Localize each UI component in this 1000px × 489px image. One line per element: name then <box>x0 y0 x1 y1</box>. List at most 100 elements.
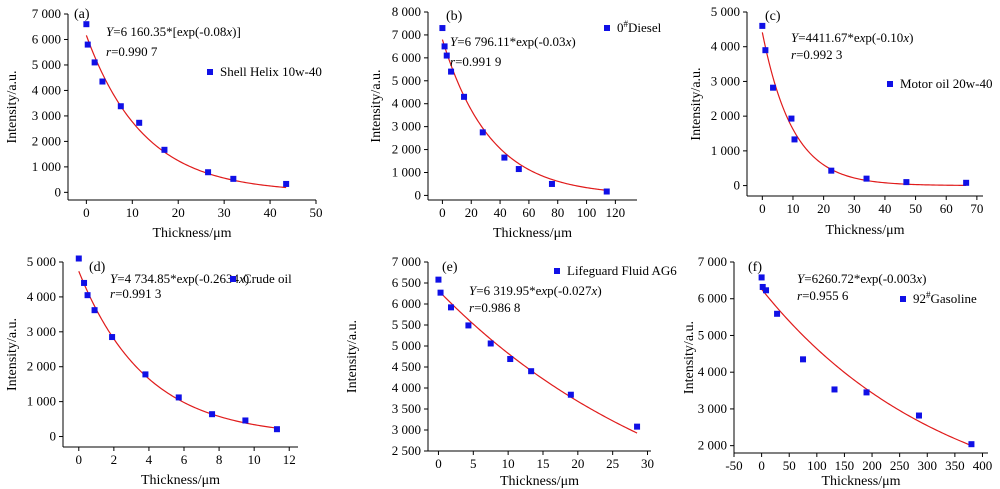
y-tick-label: 1 000 <box>711 143 740 158</box>
y-tick-label: 5 000 <box>27 254 56 269</box>
y-tick-label: 3 000 <box>27 324 56 339</box>
data-point <box>774 310 781 317</box>
x-tick-label: 4 <box>146 452 153 467</box>
data-point <box>634 423 641 430</box>
legend-marker <box>900 296 906 302</box>
x-tick-label: 400 <box>973 458 993 473</box>
y-tick-label: 3 000 <box>711 73 740 88</box>
data-point <box>515 166 522 173</box>
x-tick-label: 0 <box>439 205 446 220</box>
y-tick-label: 0 <box>55 184 62 199</box>
y-tick-label: 6 000 <box>32 31 61 46</box>
data-point <box>763 287 770 294</box>
y-tick-label: 7 000 <box>698 254 727 269</box>
data-point <box>828 167 835 174</box>
y-tick-label: 0 <box>734 178 741 193</box>
fit-equation: Y=6 796.11*exp(-0.03x) <box>450 34 576 49</box>
legend-marker <box>604 25 610 31</box>
data-point <box>762 47 769 54</box>
panel-label: (f) <box>748 260 762 275</box>
correlation-coefficient: r=0.991 3 <box>110 286 161 301</box>
data-point <box>791 136 798 143</box>
y-tick-label: 2 500 <box>392 443 421 458</box>
y-tick-label: 4 000 <box>392 380 421 395</box>
data-point <box>479 129 486 136</box>
y-tick-label: 1 000 <box>32 159 61 174</box>
data-point <box>863 175 870 182</box>
y-axis-title: Intensity/a.u. <box>689 67 704 140</box>
x-tick-label: 8 <box>216 452 223 467</box>
data-point <box>759 22 766 29</box>
data-point <box>435 276 442 283</box>
y-tick-label: 6 500 <box>392 275 421 290</box>
legend-label: Crude oil <box>243 271 292 286</box>
chart-panel-a: 0 10 20 30 40 50 0 1 000 2 000 3 000 4 000 5 000 6 0… <box>5 6 323 241</box>
y-tick-label: 2 000 <box>392 142 421 157</box>
correlation-coefficient: r=0.991 9 <box>450 54 501 69</box>
x-tick-label: 15 <box>536 456 549 471</box>
x-tick-label: 0 <box>83 205 90 220</box>
y-tick-label: 2 000 <box>698 438 727 453</box>
x-tick-label: 20 <box>817 201 830 216</box>
x-axis-title: Thickness/μm <box>493 226 572 241</box>
x-tick-label: 30 <box>848 201 861 216</box>
x-axis-title: Thickness/μm <box>500 474 579 489</box>
x-tick-label: 100 <box>577 205 597 220</box>
legend-marker <box>207 69 213 75</box>
data-point <box>831 386 838 393</box>
x-axis-title: Thickness/μm <box>141 473 220 488</box>
x-tick-label: 0 <box>435 456 442 471</box>
data-point <box>548 180 555 187</box>
data-point <box>501 154 508 161</box>
fit-equation: Y=6 160.35*[exp(-0.08x)] <box>106 24 241 39</box>
fit-curve <box>441 39 607 191</box>
y-tick-label: 4 000 <box>27 289 56 304</box>
y-tick-label: 2 000 <box>27 359 56 374</box>
y-tick-label: 5 000 <box>711 4 740 19</box>
legend-label: Lifeguard Fluid AG6 <box>567 263 677 278</box>
legend-label: 92#Gasoline <box>913 290 977 306</box>
data-point <box>136 119 143 126</box>
data-point <box>758 274 765 281</box>
y-tick-label: 3 000 <box>392 119 421 134</box>
y-axis-title: Intensity/a.u. <box>682 321 697 394</box>
y-tick-label: 5 000 <box>392 73 421 88</box>
data-point <box>75 255 82 262</box>
chart-panel-d: 0 2 4 6 8 10 12 0 1 000 2 000 3 000 4 000 5 000 Thick… <box>5 254 298 488</box>
data-point <box>443 52 450 59</box>
x-tick-label: 25 <box>606 456 619 471</box>
chart-panel-f: -50 0 50 100 150 200 250 300 350 400 2 000 3 000 4 0… <box>682 254 992 489</box>
y-tick-label: 3 000 <box>392 422 421 437</box>
y-tick-label: 6 000 <box>392 50 421 65</box>
data-point <box>175 394 182 401</box>
data-point <box>770 84 777 91</box>
y-tick-label: 5 000 <box>392 338 421 353</box>
fit-equation: Y=4 734.85*exp(-0.2634x) <box>110 271 249 286</box>
x-tick-label: 10 <box>502 456 515 471</box>
data-point <box>242 417 249 424</box>
y-tick-label: 0 <box>415 187 422 202</box>
x-tick-label: 10 <box>248 452 261 467</box>
fit-curve <box>761 288 972 447</box>
data-point <box>800 356 807 363</box>
y-tick-label: 4 000 <box>32 82 61 97</box>
y-tick-label: 6 000 <box>392 296 421 311</box>
x-tick-label: 50 <box>310 205 323 220</box>
panel-label: (e) <box>442 260 458 275</box>
x-tick-label: 80 <box>551 205 564 220</box>
y-tick-label: 8 000 <box>392 4 421 19</box>
legend-label: Shell Helix 10w-40 <box>220 64 322 79</box>
fit-equation: Y=6260.72*exp(-0.003x) <box>797 271 926 286</box>
x-tick-label: 300 <box>918 458 938 473</box>
y-tick-label: 0 <box>50 429 57 444</box>
x-tick-label: 12 <box>283 452 296 467</box>
fit-equation: Y=6 319.95*exp(-0.027x) <box>469 283 602 298</box>
x-tick-label: 150 <box>835 458 855 473</box>
y-tick-label: 3 500 <box>392 401 421 416</box>
data-point <box>283 180 290 187</box>
x-tick-label: 20 <box>172 205 185 220</box>
data-point <box>439 25 446 32</box>
x-tick-label: 10 <box>786 201 799 216</box>
x-tick-label: 0 <box>76 452 83 467</box>
data-point <box>567 391 574 398</box>
